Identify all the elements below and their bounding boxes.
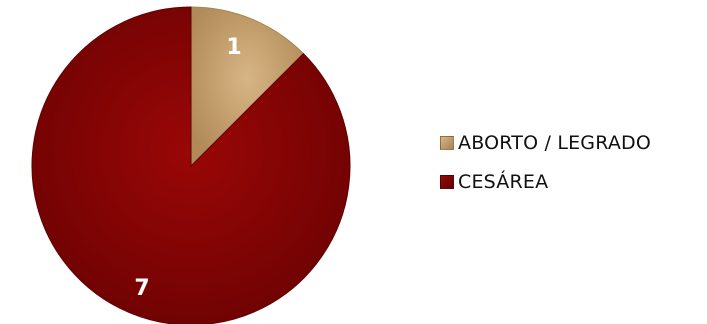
legend-item-cesarea: CESÁREA	[440, 171, 651, 193]
legend-swatch-cesarea	[440, 175, 454, 189]
pie-slices	[31, 6, 351, 324]
pie-data-labels: 1 7	[134, 35, 241, 301]
legend-item-aborto: ABORTO / LEGRADO	[440, 132, 651, 154]
legend-label-aborto: ABORTO / LEGRADO	[458, 132, 652, 154]
legend-label-cesarea: CESÁREA	[458, 171, 549, 193]
pie-slice-aborto	[190, 6, 305, 168]
pie-slice-cesarea	[31, 6, 351, 324]
data-label-aborto: 1	[226, 35, 241, 60]
data-label-cesarea: 7	[134, 276, 149, 301]
chart-legend: ABORTO / LEGRADO CESÁREA	[440, 132, 651, 210]
legend-swatch-aborto	[440, 136, 454, 150]
